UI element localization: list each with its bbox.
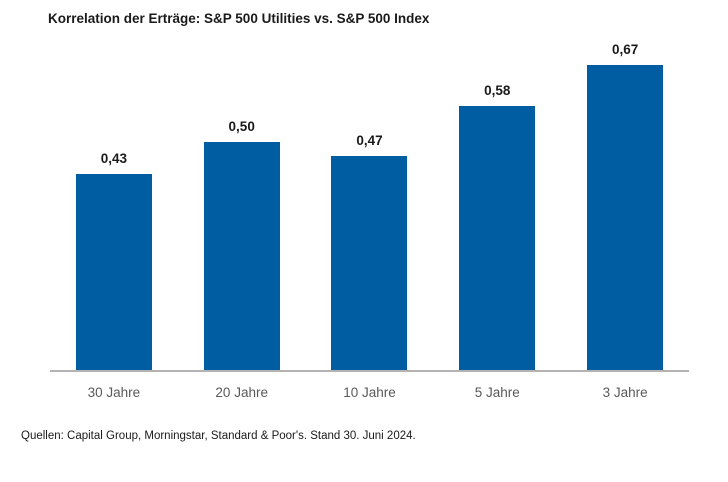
x-axis-label-20-jahre: 20 Jahre bbox=[215, 385, 268, 400]
bar-3-jahre bbox=[587, 65, 664, 370]
x-axis-labels: 30 Jahre 20 Jahre 10 Jahre 5 Jahre 3 Jah… bbox=[50, 372, 689, 400]
plot-area: 0,43 0,50 0,47 0,58 0,67 bbox=[50, 40, 689, 372]
bar-value-label: 0,67 bbox=[611, 42, 639, 57]
bar-30-jahre bbox=[75, 174, 152, 370]
x-axis-label-10-jahre: 10 Jahre bbox=[343, 385, 396, 400]
bar-5-jahre bbox=[459, 106, 536, 370]
bar-10-jahre bbox=[331, 156, 408, 370]
bar-group-10-jahre: 0,47 bbox=[306, 133, 434, 370]
bar-group-5-jahre: 0,58 bbox=[433, 83, 561, 370]
bar-value-label: 0,50 bbox=[228, 119, 255, 134]
source-note: Quellen: Capital Group, Morningstar, Sta… bbox=[21, 430, 416, 442]
bar-value-label: 0,43 bbox=[100, 151, 128, 166]
x-axis-label-3-jahre: 3 Jahre bbox=[602, 385, 648, 400]
bar-chart: 0,43 0,50 0,47 0,58 0,67 30 Jahre bbox=[50, 40, 689, 400]
bar-value-label: 0,58 bbox=[484, 83, 511, 98]
bar-group-20-jahre: 0,50 bbox=[178, 119, 306, 370]
bar-group-3-jahre: 0,67 bbox=[561, 42, 689, 370]
x-axis-label-30-jahre: 30 Jahre bbox=[87, 385, 141, 400]
chart-title: Korrelation der Erträge: S&P 500 Utiliti… bbox=[48, 11, 430, 26]
bar-20-jahre bbox=[203, 142, 280, 370]
x-axis-label-5-jahre: 5 Jahre bbox=[474, 385, 520, 400]
bar-group-30-jahre: 0,43 bbox=[50, 151, 178, 370]
bar-value-label: 0,47 bbox=[356, 133, 383, 148]
